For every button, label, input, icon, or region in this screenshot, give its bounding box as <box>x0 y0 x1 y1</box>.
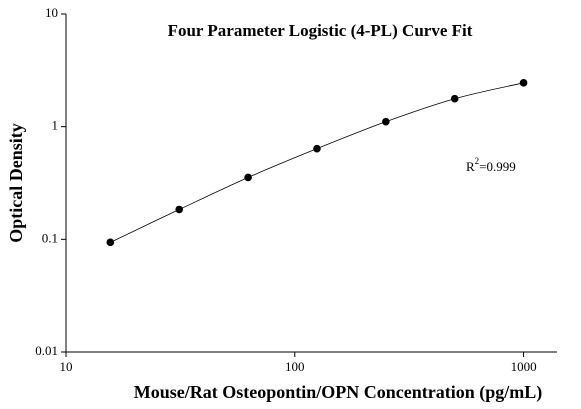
fit-curve <box>110 82 524 243</box>
annotation-sup: 2 <box>475 156 480 166</box>
x-tick-label: 10 <box>60 359 73 374</box>
point <box>313 144 321 153</box>
annotation-text: R <box>466 159 475 174</box>
y-axis-label: Optical Density <box>6 123 26 243</box>
point <box>106 238 115 247</box>
y-tick-label: 1 <box>52 118 59 133</box>
y-tick-label: 10 <box>45 5 58 20</box>
y-tick-label: 0.01 <box>35 343 58 358</box>
point <box>519 79 528 87</box>
x-axis-label: Mouse/Rat Osteopontin/OPN Concentration … <box>134 382 543 403</box>
y-tick-label: 0.1 <box>42 230 58 245</box>
point <box>175 205 184 214</box>
x-tick-label: 1000 <box>511 359 537 374</box>
point <box>450 94 459 103</box>
x-tick-label: 100 <box>285 359 305 374</box>
point <box>244 173 252 182</box>
annotation: R2=0.999 <box>466 156 516 174</box>
annotation-text: =0.999 <box>479 159 516 174</box>
chart-title: Four Parameter Logistic (4-PL) Curve Fit <box>168 21 473 40</box>
point <box>382 117 390 126</box>
